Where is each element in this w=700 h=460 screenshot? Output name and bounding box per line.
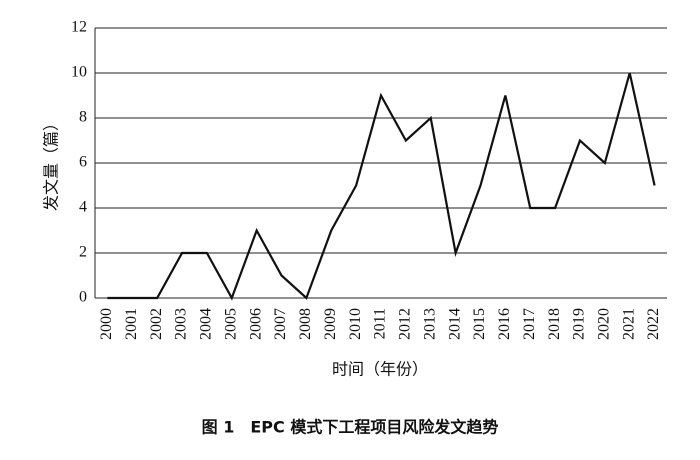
x-tick-label: 2011 [372,308,389,339]
x-tick-label: 2016 [496,308,513,340]
x-tick-label: 2001 [123,308,140,340]
y-tick-label: 2 [79,244,87,261]
x-tick-label: 2018 [546,308,563,340]
y-tick-label: 6 [79,154,87,171]
x-tick-label: 2010 [347,308,364,340]
x-tick-label: 2008 [297,308,314,340]
x-tick-label: 2007 [272,308,289,340]
y-axis-label: 发文量（篇） [42,115,61,211]
x-tick-label: 2004 [198,308,215,340]
x-tick-label: 2015 [471,308,488,340]
data-line [107,72,656,301]
x-tick-label: 2009 [322,308,339,340]
x-tick-label: 2013 [421,308,438,340]
chart-caption: 图 1 EPC 模式下工程项目风险发文趋势 [202,418,499,437]
x-tick-label: 2005 [222,308,239,340]
y-tick-label: 12 [71,19,87,36]
x-tick-label: 2003 [173,308,190,340]
x-tick-label: 2000 [98,308,115,340]
y-tick-label: 10 [71,64,87,81]
x-tick-label: 2019 [571,308,588,340]
y-tick-label: 0 [79,289,87,306]
x-axis-label: 时间（年份） [332,360,428,379]
x-tick-label: 2020 [595,308,612,340]
x-tick-label: 2012 [397,308,414,340]
x-tick-label: 2022 [645,308,662,340]
x-tick-label: 2021 [620,308,637,340]
y-tick-label: 4 [79,199,87,216]
x-tick-label: 2002 [148,308,165,340]
x-tick-label: 2006 [247,308,264,340]
x-tick-label: 2017 [521,308,538,340]
y-tick-label: 8 [79,109,87,126]
x-tick-label: 2014 [446,308,463,340]
